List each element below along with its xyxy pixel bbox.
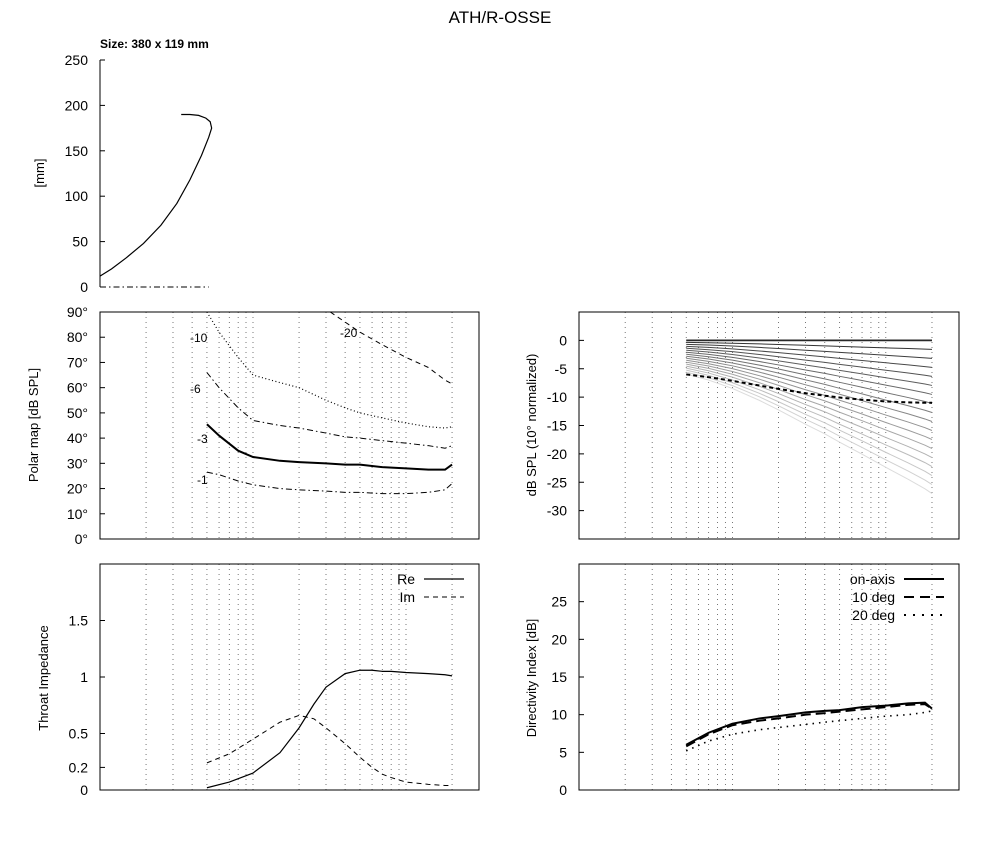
contour-line — [330, 311, 453, 385]
y-tick-label: 0 — [559, 332, 567, 348]
plot-frame — [578, 311, 960, 540]
throat-impedance-panel: 0 0.2 0.5 1 1.5 Throat Impedance Re Im — [36, 563, 480, 798]
plot-frame — [578, 563, 960, 791]
y-tick-label: -5 — [555, 361, 568, 377]
spl-curve — [686, 357, 933, 422]
y-tick-label: 200 — [65, 97, 89, 113]
y-tick-label: 0 — [559, 782, 567, 798]
y-tick-label: 0.5 — [69, 726, 89, 742]
contour-line — [206, 372, 453, 449]
y-axis-label: dB SPL (10° normalized) — [524, 354, 539, 497]
y-axis-label: Polar map [dB SPL] — [26, 368, 41, 482]
impedance-curve — [206, 714, 453, 786]
y-tick-label: 80° — [67, 329, 88, 345]
contour-label: -20 — [340, 326, 358, 340]
normalized-spl-panel: 0 -5 -10 -15 -20 -25 -30 dB SPL (10° normalized… — [524, 311, 960, 540]
profile-panel: 0 50 100 150 200 250 Size: 380 x 119 mm [mm] — [32, 37, 213, 295]
y-tick-label: -30 — [547, 503, 567, 519]
spl-curve — [686, 355, 933, 413]
y-tick-label: 60° — [67, 380, 88, 396]
contour-line — [206, 471, 453, 495]
directivity-index-panel: 0 5 10 15 20 25 Directivity Index [dB] on-axis 1… — [524, 563, 960, 798]
chart-title: ATH/R-OSSE — [449, 8, 552, 27]
contour-line — [206, 423, 453, 471]
spl-curve — [686, 341, 933, 350]
y-tick-label: 90° — [67, 304, 88, 320]
spl-curve — [686, 353, 933, 404]
y-tick-label: 1.5 — [69, 613, 89, 629]
plot-frame — [99, 311, 480, 540]
y-tick-label: 15 — [551, 669, 567, 685]
legend-label: Re — [397, 571, 415, 587]
profile-curve — [99, 113, 213, 277]
y-tick-label: 150 — [65, 143, 89, 159]
spl-curve — [686, 371, 933, 486]
plot-frame — [99, 563, 480, 791]
y-tick-label: -10 — [547, 389, 567, 405]
legend-label: Im — [399, 589, 415, 605]
legend-label: 20 deg — [852, 607, 895, 623]
spl-curve — [686, 369, 933, 476]
spl-curve — [686, 349, 933, 386]
y-tick-label: 20 — [551, 631, 567, 647]
di-curve — [685, 703, 933, 748]
polar-map-panel: 0° 10° 20° 30° 40° 50° 60° 70° 80° 90° Polar map [… — [26, 304, 480, 547]
y-tick-label: -20 — [547, 446, 567, 462]
spl-curve — [686, 367, 933, 467]
y-axis-label: Directivity Index [dB] — [524, 619, 539, 738]
y-tick-label: 40° — [67, 430, 88, 446]
spl-curve — [686, 347, 933, 377]
contour-label: -1 — [197, 473, 208, 487]
y-tick-label: 50° — [67, 405, 88, 421]
profile-subtitle: Size: 380 x 119 mm — [100, 37, 209, 51]
y-axis-label: [mm] — [32, 159, 47, 188]
spl-curve — [686, 363, 933, 449]
di-curve — [685, 710, 933, 752]
y-tick-label: 0.2 — [69, 759, 89, 775]
y-tick-label: 30° — [67, 455, 88, 471]
y-tick-label: -15 — [547, 418, 567, 434]
y-tick-label: 10 — [551, 707, 567, 723]
y-tick-label: 20° — [67, 481, 88, 497]
y-tick-label: 0° — [75, 531, 88, 547]
contour-line — [206, 311, 453, 429]
y-tick-label: 5 — [559, 744, 567, 760]
contour-label: -3 — [197, 432, 208, 446]
spl-curve — [686, 365, 933, 458]
y-tick-label: 1 — [80, 669, 88, 685]
di-curve — [685, 701, 933, 746]
y-axis-label: Throat Impedance — [36, 625, 51, 731]
contour-label: -10 — [190, 331, 208, 345]
impedance-curve — [206, 669, 453, 789]
y-tick-label: 50 — [72, 234, 88, 250]
spl-curve — [686, 343, 933, 359]
spl-10deg-curve — [686, 373, 932, 404]
spl-curve — [686, 373, 933, 495]
y-tick-label: 250 — [65, 52, 89, 68]
y-tick-label: 0 — [80, 782, 88, 798]
y-tick-label: 10° — [67, 506, 88, 522]
spl-curve — [686, 361, 933, 440]
spl-curve — [686, 345, 933, 368]
y-tick-label: 25 — [551, 594, 567, 610]
y-tick-label: 70° — [67, 354, 88, 370]
y-tick-label: -25 — [547, 474, 567, 490]
contour-label: -6 — [190, 382, 201, 396]
legend-label: 10 deg — [852, 589, 895, 605]
y-tick-label: 100 — [65, 188, 89, 204]
y-tick-label: 0 — [80, 279, 88, 295]
legend-label: on-axis — [850, 571, 895, 587]
spl-curve — [686, 351, 933, 395]
